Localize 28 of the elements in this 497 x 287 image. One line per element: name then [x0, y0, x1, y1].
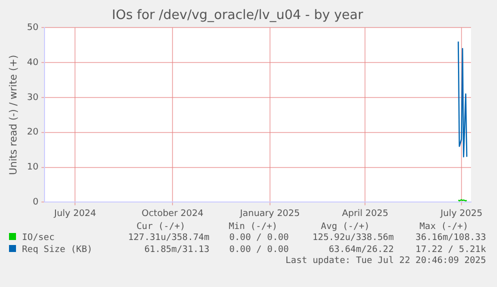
x-tick-label: April 2025: [342, 208, 388, 219]
text: Last update: Tue Jul 22 20:46:09 2025: [284, 256, 487, 266]
x-tick-label: July 2025: [440, 208, 482, 219]
y-tick-label: 20: [27, 128, 39, 138]
text: 61.85m/31.13: [143, 244, 210, 256]
text: 63.64m/26.22: [328, 244, 395, 256]
legend-label: Req Size (KB): [21, 244, 94, 256]
text: 17.22 / 5.21k: [414, 244, 487, 256]
text: Max (-/+): [418, 222, 470, 232]
text: Min (-/+): [228, 222, 278, 232]
text: 0.00 / 0.00: [228, 232, 290, 244]
y-tick-label: 30: [27, 92, 39, 103]
text: 36.16m/108.33: [414, 232, 487, 244]
y-tick-label: 10: [27, 162, 39, 173]
text: Cur (-/+): [136, 222, 186, 232]
text: 127.31u/358.74m: [127, 232, 210, 244]
text: Avg (-/+): [320, 222, 371, 232]
legend-label: IO/sec: [21, 232, 56, 244]
chart-title: IOs for /dev/vg_oracle/lv_u04 - by year: [112, 8, 364, 24]
x-tick-label: October 2024: [142, 208, 204, 219]
y-tick-label: 40: [27, 58, 39, 68]
x-tick-label: January 2025: [238, 208, 300, 219]
x-tick-label: July 2024: [53, 208, 96, 219]
y-tick-label: 50: [27, 22, 39, 33]
y-tick-label: 0: [32, 198, 39, 208]
text: 125.92u/338.56m: [311, 232, 395, 244]
y-axis-title: Units read (-) / write (+): [8, 54, 20, 175]
text: 0.00 / 0.00: [228, 244, 290, 256]
